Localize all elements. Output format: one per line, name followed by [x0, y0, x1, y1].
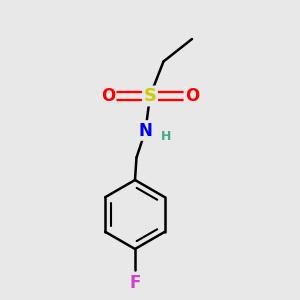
Text: N: N	[139, 122, 152, 140]
Text: S: S	[143, 87, 157, 105]
Text: O: O	[101, 87, 115, 105]
Text: H: H	[161, 130, 172, 143]
Text: F: F	[129, 274, 141, 292]
Text: O: O	[185, 87, 199, 105]
